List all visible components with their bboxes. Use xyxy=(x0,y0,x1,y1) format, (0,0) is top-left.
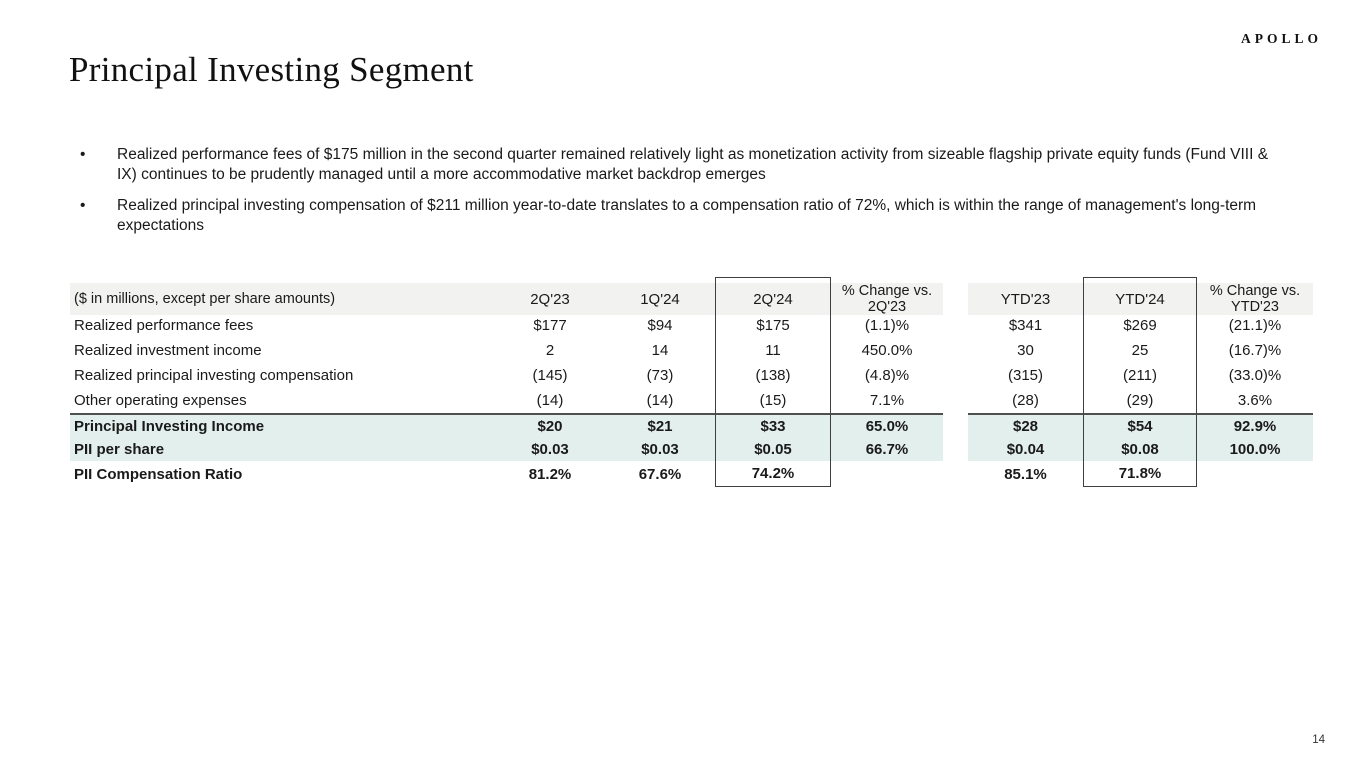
table-row: Realized investment income 2 14 11 450.0% 30 2… xyxy=(70,338,1313,363)
column-header: 1Q'24 xyxy=(605,283,715,316)
table-cell: $269 xyxy=(1083,313,1197,338)
row-label: Other operating expenses xyxy=(74,392,247,409)
bullet-item: • Realized performance fees of $175 mill… xyxy=(70,145,1285,184)
table-cell: 2 xyxy=(545,342,555,359)
table-cell: (14) xyxy=(646,392,674,409)
table-row: Principal Investing Income $20 $21 $33 65.0%… xyxy=(70,413,1313,437)
table-cell: 71.8% xyxy=(1083,461,1197,487)
table-gap-cell xyxy=(943,277,968,283)
table-cell: $20 xyxy=(495,413,605,437)
table-cell xyxy=(831,461,943,487)
column-header: 2Q'23 xyxy=(495,283,605,316)
column-header: % Change vs. 2Q'23 xyxy=(831,283,943,316)
table-cell: (14) xyxy=(536,392,564,409)
column-header: 2Q'24 xyxy=(715,283,831,316)
bullet-item: • Realized principal investing compensat… xyxy=(70,196,1285,235)
table-cell: 25 xyxy=(1083,338,1197,363)
table-cell: 30 xyxy=(1017,342,1034,359)
table-header-row: ($ in millions, except per share amounts… xyxy=(70,283,1313,316)
table-cell: 65.0% xyxy=(831,413,943,437)
bullet-icon: • xyxy=(80,146,86,163)
table-cell: (1.1)% xyxy=(864,317,910,334)
page-number: 14 xyxy=(1312,734,1325,746)
table-cell: (33.0)% xyxy=(1228,367,1282,384)
table-cell: $177 xyxy=(533,317,567,334)
table-cell: (73) xyxy=(646,367,674,384)
table-cell: (15) xyxy=(715,388,831,413)
column-header: % Change vs. YTD'23 xyxy=(1197,283,1313,316)
bullet-text: Realized performance fees of $175 millio… xyxy=(117,146,1269,183)
table-cell: 92.9% xyxy=(1197,413,1313,437)
table-cell: 85.1% xyxy=(1004,465,1047,483)
bullet-list: • Realized performance fees of $175 mill… xyxy=(70,145,1285,247)
table-cell: $21 xyxy=(605,413,715,437)
bullet-text: Realized principal investing compensatio… xyxy=(117,197,1257,234)
table-cell: 66.7% xyxy=(831,437,943,461)
table-cell: $0.08 xyxy=(1083,437,1197,461)
row-label: Principal Investing Income xyxy=(70,413,495,437)
table-gap-cell xyxy=(943,388,968,413)
table-cell: 81.2% xyxy=(528,465,572,483)
table-cell: 3.6% xyxy=(1237,392,1273,409)
table-cell: $33 xyxy=(715,413,831,437)
table-row: PII per share $0.03 $0.03 $0.05 66.7% $0.04 $0… xyxy=(70,437,1313,461)
table-cell: 7.1% xyxy=(869,392,905,409)
table-cell: $28 xyxy=(968,413,1083,437)
table-cell: (138) xyxy=(715,363,831,388)
table-cell: 67.6% xyxy=(638,465,682,483)
table-gap-cell xyxy=(943,313,968,338)
table-gap-cell xyxy=(943,461,968,487)
bullet-icon: • xyxy=(80,197,86,214)
table-gap-cell xyxy=(943,283,968,316)
table-cell: $0.03 xyxy=(495,437,605,461)
table-box-cap-row xyxy=(70,277,1313,283)
apollo-logo: APOLLO xyxy=(1240,31,1322,46)
column-header: YTD'23 xyxy=(968,283,1083,316)
table-cell: (29) xyxy=(1083,388,1197,413)
table-cell: $94 xyxy=(647,317,673,334)
row-label: PII Compensation Ratio xyxy=(74,465,243,483)
table-row: Other operating expenses (14) (14) (15) 7.1%… xyxy=(70,388,1313,413)
table-cell: (28) xyxy=(1012,392,1039,409)
table-cell: (16.7)% xyxy=(1228,342,1282,359)
table-cell: $175 xyxy=(715,313,831,338)
table-row: Realized performance fees $177 $94 $175 (1.1… xyxy=(70,313,1313,338)
column-header: YTD'24 xyxy=(1083,283,1197,316)
financial-table: ($ in millions, except per share amounts… xyxy=(70,277,1313,487)
row-label: Realized investment income xyxy=(74,342,262,359)
page-title: Principal Investing Segment xyxy=(69,50,474,89)
table-cell: 14 xyxy=(651,342,669,359)
table-gap-cell xyxy=(943,338,968,363)
row-label: Realized performance fees xyxy=(74,317,254,334)
table-gap-cell xyxy=(943,413,968,437)
table-row: PII Compensation Ratio 81.2% 67.6% 74.2% 85.… xyxy=(70,461,1313,487)
table-gap-cell xyxy=(943,363,968,388)
table-units-note: ($ in millions, except per share amounts… xyxy=(70,283,495,316)
table-cell: (4.8)% xyxy=(864,367,910,384)
table-cell: $0.05 xyxy=(715,437,831,461)
table-cell: $0.03 xyxy=(605,437,715,461)
row-label: PII per share xyxy=(70,437,495,461)
row-label: Realized principal investing compensatio… xyxy=(74,367,354,384)
table-cap-cell xyxy=(1083,277,1197,283)
table-cell: 100.0% xyxy=(1197,437,1313,461)
table-cell xyxy=(1197,461,1313,487)
table-cell: 74.2% xyxy=(715,461,831,487)
table-cell: (211) xyxy=(1083,363,1197,388)
table-cell: $54 xyxy=(1083,413,1197,437)
table-cap-cell xyxy=(715,277,831,283)
table-row: Realized principal investing compensatio… xyxy=(70,363,1313,388)
table-cell: 450.0% xyxy=(861,342,913,359)
table-cell: $0.04 xyxy=(968,437,1083,461)
table-gap-cell xyxy=(943,437,968,461)
table-cell: (145) xyxy=(532,367,568,384)
table-cell: 11 xyxy=(715,338,831,363)
table-cell: (21.1)% xyxy=(1228,317,1282,334)
table-cell: $341 xyxy=(1008,317,1043,334)
table-cell: (315) xyxy=(1007,367,1044,384)
